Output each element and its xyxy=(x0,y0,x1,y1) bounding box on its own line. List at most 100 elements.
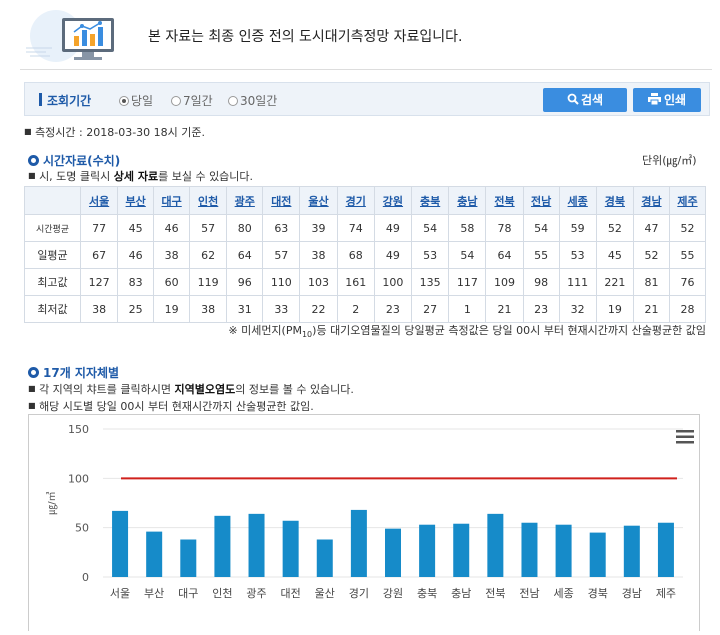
regional-bar-chart[interactable]: 0 50 100 150 ㎍/㎥ 서울 부산 대구 인천 광주 대전 울산 경기 강원 충북 충남 전북 전남 세종… xyxy=(29,415,701,632)
x-tick-label: 강원 xyxy=(383,587,403,600)
radio-dot-selected[interactable] xyxy=(119,96,129,106)
region-header-link[interactable]: 충북 xyxy=(411,186,450,215)
y-axis-label: ㎍/㎥ xyxy=(45,491,58,514)
region-header-link[interactable]: 울산 xyxy=(299,186,338,215)
x-tick-label: 대전 xyxy=(281,587,301,600)
region-header-link[interactable]: 강원 xyxy=(373,186,413,215)
radio-7days[interactable]: 7일간 xyxy=(171,92,213,109)
table-cell: 52 xyxy=(632,241,670,269)
region-header-link[interactable]: 광주 xyxy=(226,186,264,215)
x-tick-label: 서울 xyxy=(110,587,130,600)
chart-bar[interactable] xyxy=(248,513,265,577)
search-button[interactable]: 검색 xyxy=(543,88,627,112)
table-cell: 58 xyxy=(448,214,487,242)
regional-chart-container[interactable]: 0 50 100 150 ㎍/㎥ 서울 부산 대구 인천 광주 대전 울산 경기 강원 충북 충남 전북 전남 세종… xyxy=(28,414,700,631)
region-header-link[interactable]: 경북 xyxy=(595,186,634,215)
chart-bar[interactable] xyxy=(282,520,299,577)
hourly-hint: ■ 시, 도명 클릭시 상세 자료를 보실 수 있습니다. xyxy=(28,170,254,183)
table-cell: 54 xyxy=(522,214,560,242)
region-header-link[interactable]: 부산 xyxy=(117,186,155,215)
table-corner xyxy=(24,186,81,215)
hourly-title: 시간자료(수치) xyxy=(43,154,121,168)
radio-dot[interactable] xyxy=(228,96,238,106)
region-header-link[interactable]: 서울 xyxy=(79,186,119,215)
table-cell: 78 xyxy=(485,214,524,242)
radio-today[interactable]: 당일 xyxy=(119,92,153,109)
region-header-link[interactable]: 경남 xyxy=(632,186,670,215)
table-cell: 110 xyxy=(262,268,301,296)
chart-bar[interactable] xyxy=(487,513,504,577)
print-button[interactable]: 인쇄 xyxy=(633,88,701,112)
chart-bar[interactable] xyxy=(555,524,572,577)
table-cell: 22 xyxy=(299,295,338,323)
chart-menu-icon[interactable] xyxy=(676,430,694,444)
chart-bar[interactable] xyxy=(589,532,606,577)
table-cell: 55 xyxy=(522,241,560,269)
x-tick-label: 전남 xyxy=(519,587,539,600)
x-tick-label: 부산 xyxy=(144,587,164,600)
chart-bar[interactable] xyxy=(180,539,197,577)
table-cell: 23 xyxy=(373,295,413,323)
region-header-link[interactable]: 대구 xyxy=(153,186,191,215)
radio-dot[interactable] xyxy=(171,96,181,106)
table-cell: 49 xyxy=(373,241,413,269)
chart-bar[interactable] xyxy=(350,509,367,577)
region-header-link[interactable]: 인천 xyxy=(189,186,228,215)
table-cell: 76 xyxy=(668,268,707,296)
table-cell: 32 xyxy=(558,295,597,323)
table-cell: 55 xyxy=(668,241,707,269)
chart-bar[interactable] xyxy=(214,515,231,577)
table-cell: 135 xyxy=(411,268,450,296)
table-cell: 161 xyxy=(336,268,375,296)
region-header-link[interactable]: 전남 xyxy=(522,186,560,215)
section-bullet-icon xyxy=(28,367,39,378)
row-label: 최저값 xyxy=(24,295,81,323)
chart-bar[interactable] xyxy=(521,522,538,577)
measure-time-text: 측정시간 : 2018-03-30 18시 기준. xyxy=(35,126,206,139)
chart-bar[interactable] xyxy=(623,525,640,577)
table-cell: 68 xyxy=(336,241,375,269)
table-row: 최고값 127 83 60 119 96 110 103 161 100 135 117 109 98 11… xyxy=(24,268,707,296)
region-header-link[interactable]: 경기 xyxy=(336,186,375,215)
y-tick-label: 50 xyxy=(75,522,89,535)
table-cell: 77 xyxy=(79,214,119,242)
chart-bar[interactable] xyxy=(657,522,674,577)
chart-bar[interactable] xyxy=(316,539,333,577)
table-cell: 1 xyxy=(448,295,487,323)
section-bullet-icon xyxy=(28,155,39,166)
x-tick-label: 경북 xyxy=(588,587,608,600)
region-header-link[interactable]: 전북 xyxy=(485,186,524,215)
table-cell: 19 xyxy=(153,295,191,323)
table-body: 시간평균 77 45 46 57 80 63 39 74 49 54 58 78 54 59 52 47 52 일평… xyxy=(24,214,707,323)
region-header-link[interactable]: 대전 xyxy=(262,186,301,215)
table-cell: 33 xyxy=(262,295,301,323)
chart-bar[interactable] xyxy=(112,510,129,577)
table-cell: 19 xyxy=(595,295,634,323)
table-cell: 25 xyxy=(117,295,155,323)
table-cell: 111 xyxy=(558,268,597,296)
chart-bar[interactable] xyxy=(419,524,436,577)
table-cell: 47 xyxy=(632,214,670,242)
table-cell: 23 xyxy=(522,295,560,323)
hint-bold: 상세 자료 xyxy=(113,170,159,183)
table-cell: 98 xyxy=(522,268,560,296)
measure-time: ■ 측정시간 : 2018-03-30 18시 기준. xyxy=(24,126,206,139)
table-cell: 57 xyxy=(262,241,301,269)
table-cell: 119 xyxy=(189,268,228,296)
divider xyxy=(20,69,712,70)
chart-bar[interactable] xyxy=(385,528,401,577)
radio-30days[interactable]: 30일간 xyxy=(228,92,277,109)
table-cell: 21 xyxy=(485,295,524,323)
regional-line2: ■ 해당 시도별 당일 00시 부터 현재시간까지 산술평균한 값임. xyxy=(28,400,314,413)
region-header-link[interactable]: 충남 xyxy=(448,186,487,215)
footnote: ※ 미세먼지(PM10)등 대기오염물질의 당일평균 측정값은 당일 00시 부… xyxy=(228,322,706,339)
table-cell: 59 xyxy=(558,214,597,242)
x-tick-label: 경기 xyxy=(349,587,369,600)
region-header-link[interactable]: 제주 xyxy=(668,186,707,215)
row-label: 시간평균 xyxy=(24,214,81,242)
chart-bar[interactable] xyxy=(146,531,163,577)
search-button-label: 검색 xyxy=(580,93,604,107)
chart-bar[interactable] xyxy=(453,523,470,577)
region-header-link[interactable]: 세종 xyxy=(558,186,597,215)
x-tick-label: 경남 xyxy=(622,587,642,600)
